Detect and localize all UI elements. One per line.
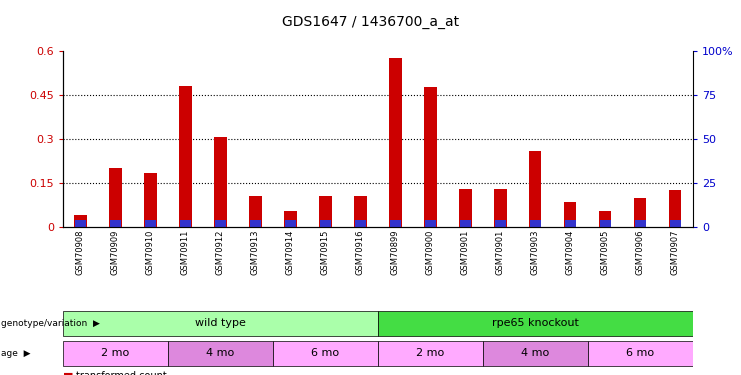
Bar (180, 219, 190, 227)
Bar (285, 211, 296, 227)
Bar (378, 341, 483, 366)
Text: 2 mo: 2 mo (416, 348, 445, 358)
Bar (320, 219, 330, 227)
Bar (355, 219, 365, 227)
Bar (378, 311, 693, 336)
Text: 2 mo: 2 mo (102, 348, 130, 358)
Bar (110, 168, 122, 227)
Bar (425, 219, 436, 227)
Bar (273, 341, 378, 366)
Text: GDS1647 / 1436700_a_at: GDS1647 / 1436700_a_at (282, 15, 459, 29)
Bar (214, 137, 227, 227)
Text: 6 mo: 6 mo (311, 348, 339, 358)
Bar (495, 219, 505, 227)
Bar (389, 58, 402, 227)
Text: wild type: wild type (195, 318, 246, 328)
Text: age  ▶: age ▶ (1, 349, 30, 358)
Bar (110, 219, 121, 227)
Bar (600, 219, 611, 227)
Bar (599, 211, 611, 227)
Bar (145, 219, 156, 227)
Bar (168, 341, 273, 366)
Bar (670, 219, 680, 227)
Bar (74, 215, 87, 227)
Bar (564, 202, 576, 227)
Bar (634, 198, 646, 227)
Text: 4 mo: 4 mo (206, 348, 235, 358)
Bar (459, 189, 471, 227)
Bar (249, 196, 262, 227)
Bar (391, 219, 401, 227)
Bar (285, 219, 296, 227)
Bar (635, 219, 645, 227)
Text: genotype/variation  ▶: genotype/variation ▶ (1, 319, 99, 328)
Bar (530, 219, 541, 227)
Text: 4 mo: 4 mo (521, 348, 550, 358)
Bar (669, 190, 682, 227)
Text: transformed count: transformed count (76, 371, 167, 375)
Bar (483, 341, 588, 366)
Bar (63, 341, 168, 366)
Bar (460, 219, 471, 227)
Text: rpe65 knockout: rpe65 knockout (492, 318, 579, 328)
Bar (588, 341, 693, 366)
Bar (215, 219, 226, 227)
Bar (565, 219, 576, 227)
Bar (319, 196, 331, 227)
Text: ■: ■ (63, 371, 73, 375)
Bar (76, 219, 86, 227)
Bar (144, 172, 156, 227)
Bar (494, 189, 507, 227)
Bar (250, 219, 261, 227)
Bar (425, 87, 436, 227)
Bar (354, 196, 367, 227)
Text: 6 mo: 6 mo (626, 348, 654, 358)
Bar (179, 86, 192, 227)
Bar (63, 311, 378, 336)
Bar (529, 150, 542, 227)
